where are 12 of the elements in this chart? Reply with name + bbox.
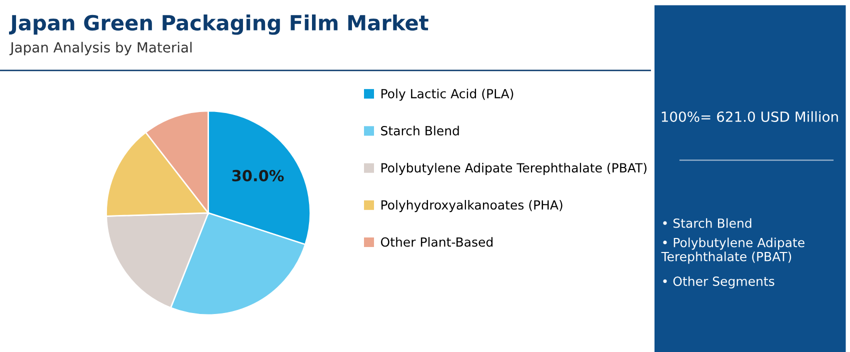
text: 100%= 621.0 USD Million — [662, 111, 838, 122]
text: • Other Segments — [663, 276, 774, 288]
text: • Polybutylene Adipate Terephthalate (PBAT) — [661, 238, 804, 264]
chart-subtitle: Japan Analysis by Material — [9, 42, 192, 56]
legend-label: Other Plant-Based — [380, 237, 493, 247]
legend-label: Poly Lactic Acid (PLA) — [381, 88, 514, 101]
legend-label: Polyhydroxyalkanoates (PHA) — [381, 200, 562, 212]
legend-label: Starch Blend — [381, 126, 459, 136]
chart-title: Japan Green Packaging Film Market — [9, 14, 428, 35]
legend-label: Polybutylene Adipate Terephthalate (PBAT) — [381, 162, 646, 175]
text: • Starch Blend — [663, 218, 752, 228]
data-label: 30.0% — [232, 170, 284, 182]
